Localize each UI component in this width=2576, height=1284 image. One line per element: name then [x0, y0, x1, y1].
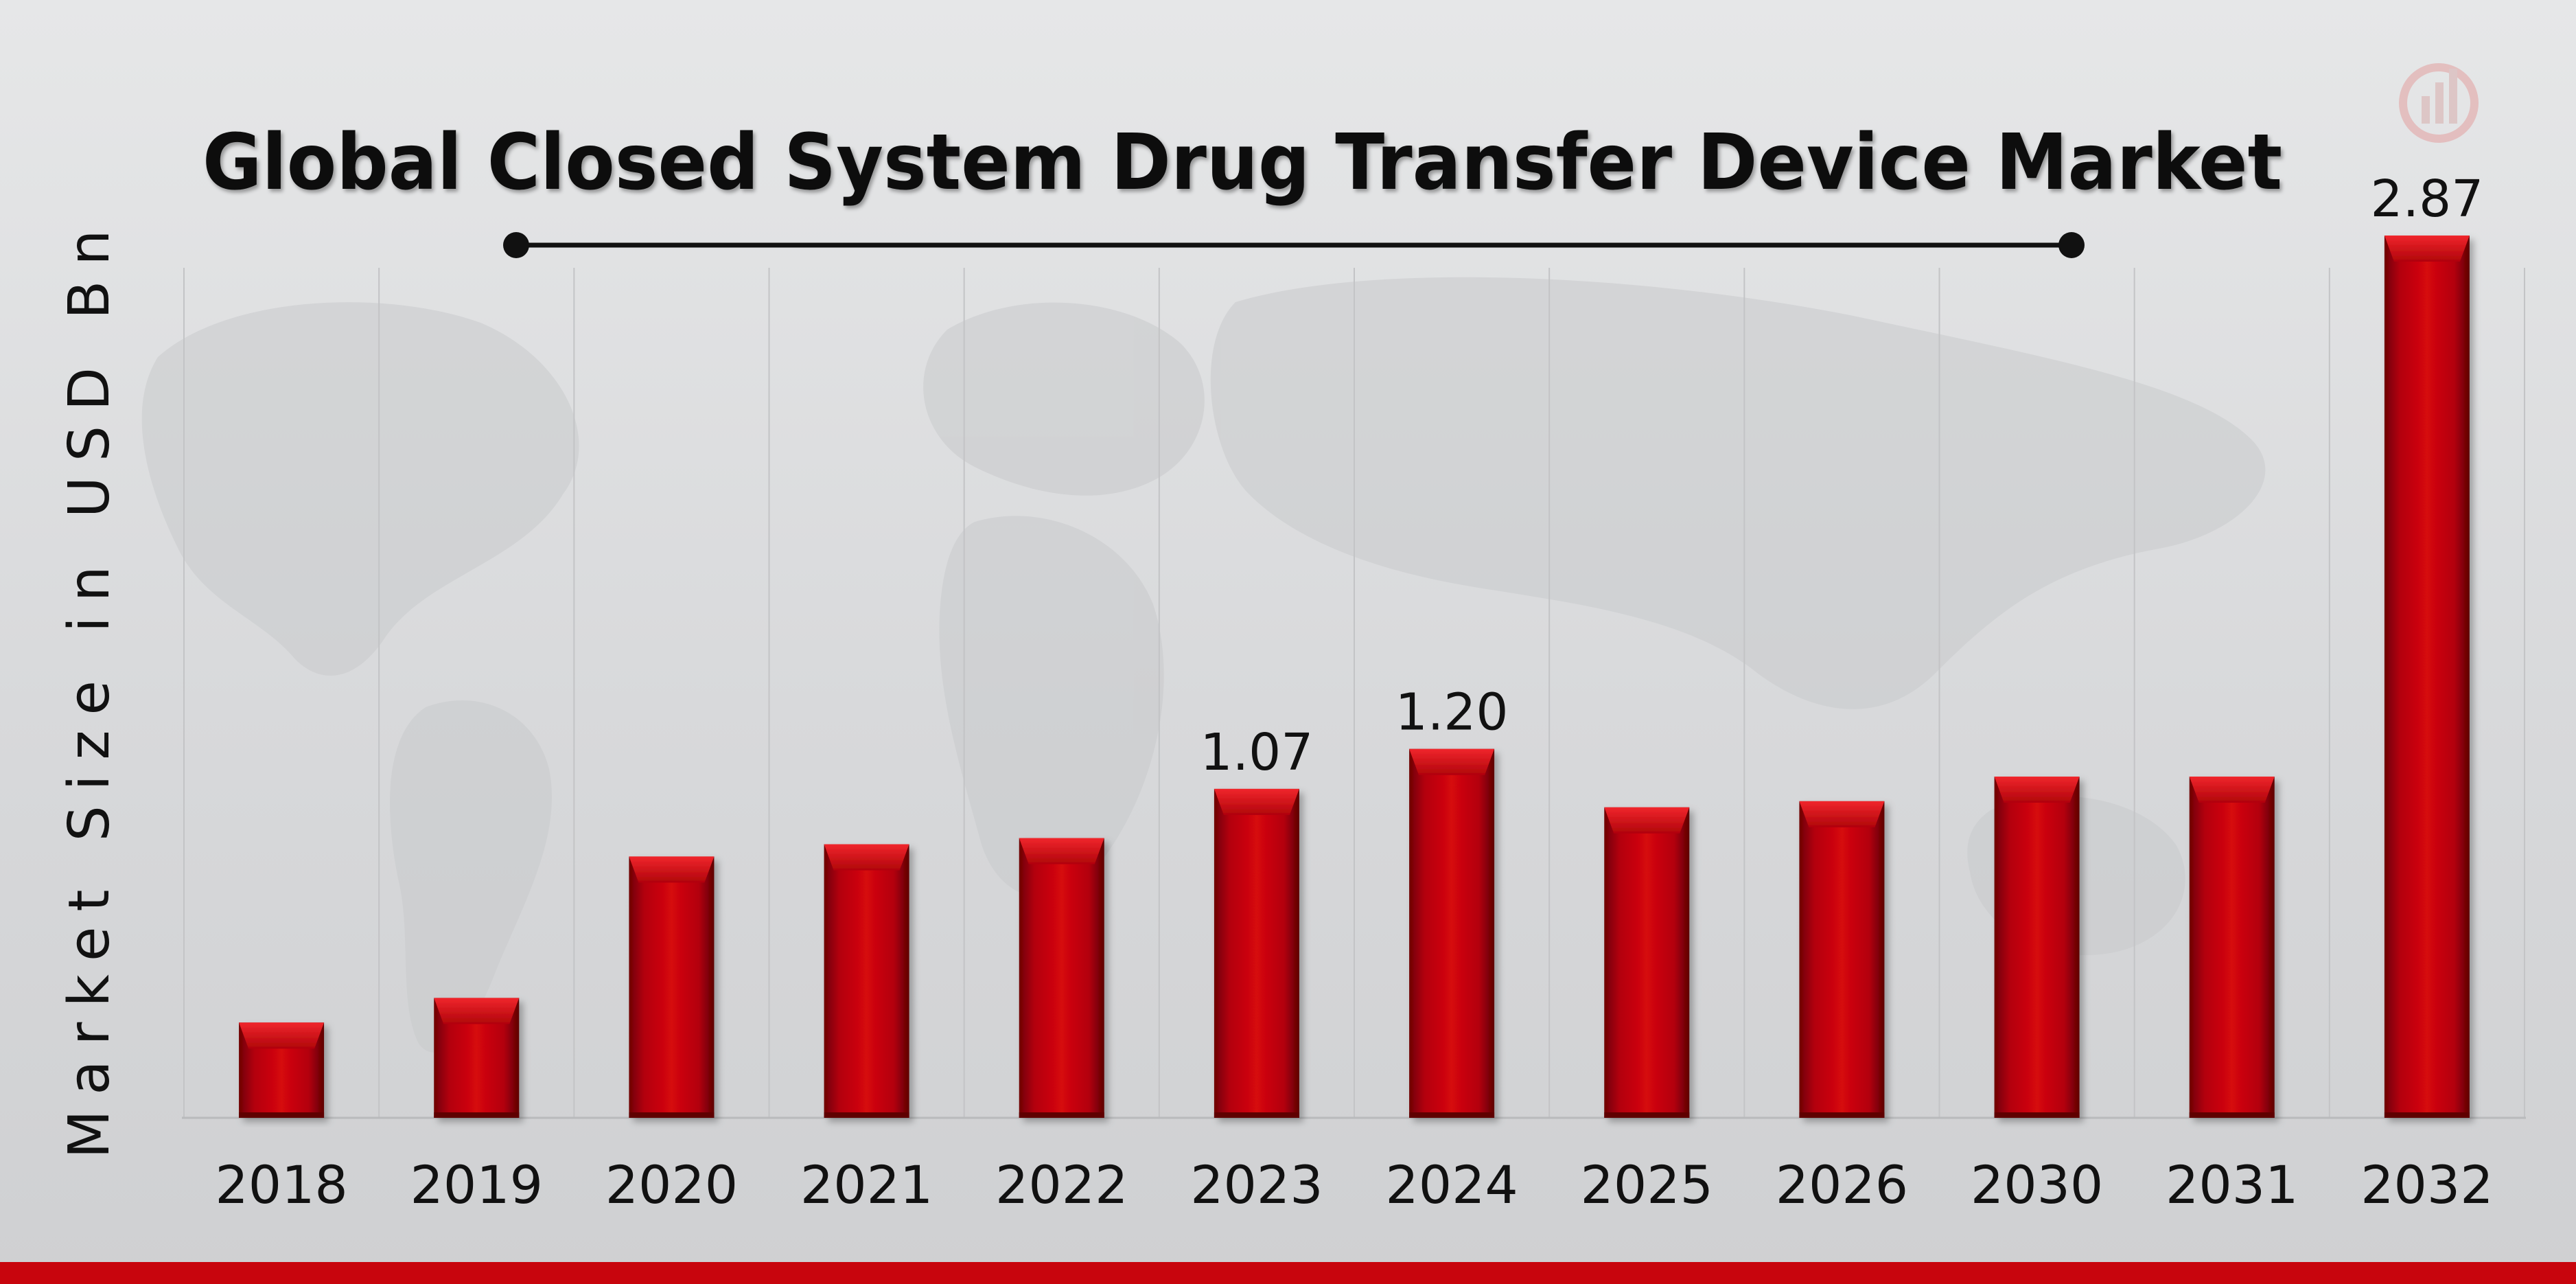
x-tick-2018: 2018 — [215, 1154, 347, 1215]
bar-base — [1214, 1112, 1299, 1118]
bar-body — [1019, 838, 1104, 1118]
bar-base — [824, 1112, 909, 1118]
bar-cap — [2384, 236, 2470, 262]
title-underline — [503, 232, 2085, 258]
x-tick-2031: 2031 — [2166, 1154, 2298, 1215]
value-labels: 1.07 1.20 2.87 — [1200, 170, 2484, 782]
bar-2025 — [1604, 807, 1690, 1118]
bar-body — [2384, 236, 2470, 1118]
bar-body — [1799, 801, 1885, 1118]
bar-cap — [239, 1022, 325, 1049]
bar-cap — [434, 998, 520, 1024]
bar-cap — [1604, 807, 1690, 834]
bar-body — [629, 856, 715, 1118]
bar-cap — [824, 844, 909, 871]
x-tick-2024: 2024 — [1385, 1154, 1518, 1215]
bar-base — [434, 1112, 520, 1118]
x-tick-labels: 2018 2019 2020 2021 2022 2023 2024 2025 2026 2030… — [215, 1154, 2493, 1215]
bar-body — [1409, 748, 1495, 1118]
bar-base — [1019, 1112, 1104, 1118]
bar-cap — [1214, 788, 1299, 815]
data-label-2032: 2.87 — [2371, 170, 2484, 229]
bar-cap — [2189, 777, 2275, 803]
bar-base — [1799, 1112, 1885, 1118]
bar-2020 — [629, 856, 715, 1118]
bottom-accent-bar — [0, 1262, 2576, 1284]
bar-body — [1994, 777, 2080, 1118]
logo-icon — [2399, 63, 2479, 143]
bar-2031 — [2189, 777, 2275, 1118]
bar-2021 — [824, 844, 909, 1118]
x-tick-2032: 2032 — [2360, 1154, 2493, 1215]
x-tick-2026: 2026 — [1776, 1154, 1908, 1215]
x-tick-2020: 2020 — [605, 1154, 738, 1215]
chart-title: Global Closed System Drug Transfer Devic… — [202, 118, 2282, 207]
bar-cap — [1409, 748, 1495, 775]
bar-2019 — [434, 998, 520, 1118]
bar-cap — [1994, 777, 2080, 803]
data-label-2024: 1.20 — [1395, 683, 1509, 742]
x-tick-2022: 2022 — [995, 1154, 1128, 1215]
bar-cap — [1799, 801, 1885, 827]
bar-2030 — [1994, 777, 2080, 1118]
x-tick-2021: 2021 — [800, 1154, 933, 1215]
y-axis-title: Market Size in USD Bn — [57, 215, 122, 1159]
bar-base — [1994, 1112, 2080, 1118]
data-label-2023: 1.07 — [1200, 723, 1314, 782]
x-tick-2023: 2023 — [1190, 1154, 1323, 1215]
bar-body — [824, 844, 909, 1118]
bar-body — [2189, 777, 2275, 1118]
bar-2023 — [1214, 788, 1299, 1118]
bars — [239, 236, 2470, 1118]
bar-body — [1604, 807, 1690, 1118]
x-tick-2030: 2030 — [1971, 1154, 2103, 1215]
bar-2026 — [1799, 801, 1885, 1118]
bar-2022 — [1019, 838, 1104, 1118]
plot-separators — [183, 268, 2525, 1118]
bar-base — [2189, 1112, 2275, 1118]
bar-base — [1604, 1112, 1690, 1118]
bar-2032 — [2384, 236, 2470, 1118]
bar-2018 — [239, 1022, 325, 1118]
x-tick-2025: 2025 — [1581, 1154, 1713, 1215]
bar-2024 — [1409, 748, 1495, 1118]
bar-base — [629, 1112, 715, 1118]
x-tick-2019: 2019 — [410, 1154, 543, 1215]
background-map — [141, 277, 2266, 1053]
bar-base — [239, 1112, 325, 1118]
bar-base — [2384, 1112, 2470, 1118]
bar-body — [1214, 788, 1299, 1118]
bar-base — [1409, 1112, 1495, 1118]
bar-cap — [629, 856, 715, 883]
bar-cap — [1019, 838, 1104, 864]
